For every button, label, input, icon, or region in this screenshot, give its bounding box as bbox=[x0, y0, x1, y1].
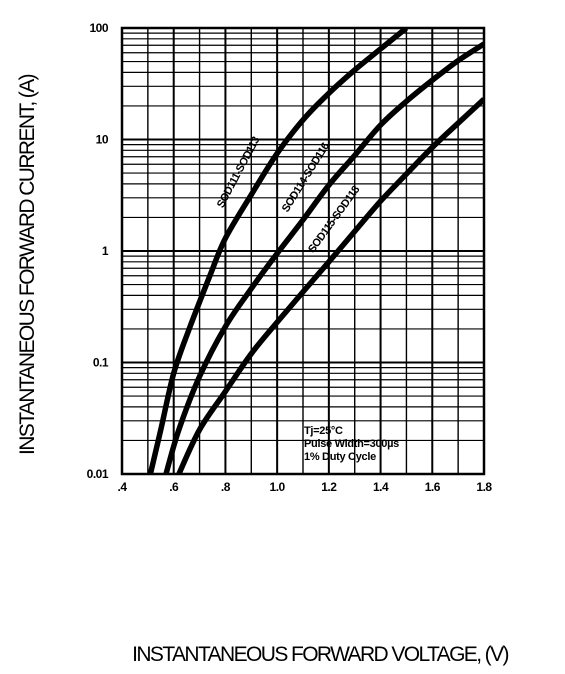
y-tick-label: 0.01 bbox=[87, 467, 109, 481]
x-tick-label: .4 bbox=[117, 480, 127, 494]
x-tick-label: 1.2 bbox=[321, 480, 337, 494]
condition-annotation-line: Tj=25°C bbox=[304, 425, 343, 437]
y-tick-label: 1 bbox=[102, 244, 109, 258]
series-label-1: SOD111-SOD113 bbox=[215, 135, 263, 210]
series-label-2: SOD114-SOD116 bbox=[280, 141, 332, 215]
grid-lines bbox=[120, 26, 486, 476]
series-curves bbox=[147, 28, 484, 474]
y-tick-label: 0.1 bbox=[93, 356, 109, 370]
plot-frame bbox=[120, 26, 486, 476]
x-tick-label: 1.8 bbox=[476, 480, 492, 494]
text-labels: 0.01 0.1 1 10 100 .4 .6 .8 1.0 1.2 1.4 1.6 1.8 INSTAN… bbox=[16, 21, 510, 666]
x-tick-label: .6 bbox=[169, 480, 179, 494]
y-tick-label: 100 bbox=[89, 21, 108, 35]
x-axis-title: INSTANTANEOUS FORWARD VOLTAGE, (V) bbox=[132, 643, 508, 666]
series-line-1 bbox=[147, 28, 409, 474]
series-line-2 bbox=[163, 41, 484, 474]
x-tick-label: 1.6 bbox=[425, 480, 441, 494]
y-tick-label: 10 bbox=[96, 133, 109, 147]
series-line-3 bbox=[176, 97, 484, 474]
condition-annotation-line: 1% Duty Cycle bbox=[304, 451, 376, 463]
x-tick-label: 1.4 bbox=[373, 480, 389, 494]
x-tick-label: 1.0 bbox=[270, 480, 286, 494]
condition-annotation-line: Pulse Width=300µs bbox=[304, 438, 399, 450]
x-tick-label: .8 bbox=[221, 480, 231, 494]
y-axis-title: INSTANTANEOUS FORWARD CURRENT, (A) bbox=[16, 74, 39, 455]
